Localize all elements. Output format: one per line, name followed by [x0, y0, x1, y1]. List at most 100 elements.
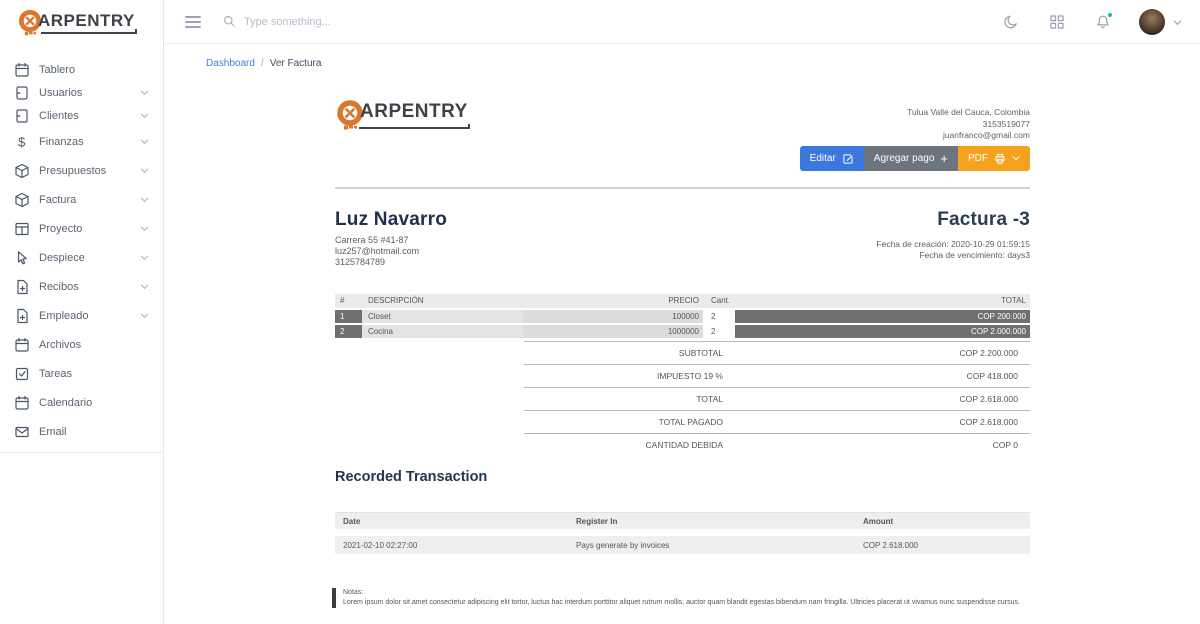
table-row: 1 Closet 100000 2 COP 200.000 [335, 310, 1030, 323]
sidebar-item-label: Despiece [39, 251, 85, 264]
invoice-due-date: Fecha de vencimiento: days3 [919, 250, 1030, 260]
chevron-down-icon [140, 196, 149, 203]
svg-text:$: $ [18, 134, 26, 149]
edit-button[interactable]: Editar [799, 146, 864, 171]
printer-icon [995, 153, 1005, 164]
table-row: 2021-02-10 02:27:00 Pays generate by inv… [335, 536, 1030, 554]
sidebar-item-label: Recibos [39, 280, 79, 293]
sidebar-item-tablero[interactable]: Tablero [0, 58, 163, 81]
calendar-icon [14, 337, 30, 353]
invoice-company-logo: ARPENTRY [335, 98, 470, 139]
items-header-row: # DESCRIPCIÓN PRECIO Cant. TOTAL [335, 294, 1030, 308]
transactions-header-row: Date Register In Amount [335, 512, 1030, 529]
company-phone: 3153519077 [982, 118, 1030, 129]
company-address: Tulua Valle del Cauca, Colombia [907, 107, 1030, 117]
client-name: Luz Navarro [335, 209, 448, 230]
chevron-down-icon [140, 138, 149, 145]
sidebar-item-tareas[interactable]: Tareas [0, 359, 163, 388]
add-payment-button[interactable]: Agregar pago [863, 146, 958, 171]
notes-label: Notas: [343, 589, 364, 596]
breadcrumb: Dashboard / Ver Factura [206, 58, 322, 69]
sidebar-item-factura[interactable]: Factura [0, 185, 163, 214]
invoice-title: Factura -3 [937, 209, 1030, 230]
sidebar-item-label: Usuarios [39, 86, 83, 99]
client-email: luz257@hotmail.com [335, 246, 420, 256]
invoice-notes: Notas: Lorem ipsum dolor sit amet consec… [332, 588, 1020, 608]
notes-text: Lorem ipsum dolor sit amet consectetur a… [343, 599, 1020, 606]
table-row: 2 Cocina 1000000 2 COP 2.000.000 [335, 325, 1030, 338]
sidebar-item-calendario[interactable]: Calendario [0, 388, 163, 417]
breadcrumb-dashboard-link[interactable]: Dashboard [206, 58, 255, 69]
book-icon [14, 108, 30, 124]
brand-logo[interactable]: ARPENTRY [0, 0, 163, 46]
recorded-transaction-heading: Recorded Transaction [335, 469, 488, 485]
user-menu[interactable] [1139, 8, 1182, 35]
chevron-down-icon [140, 112, 149, 119]
sidebar-item-proyecto[interactable]: Proyecto [0, 214, 163, 243]
file-plus-icon [14, 308, 30, 324]
plus-icon [940, 152, 948, 166]
invoice-header-divider [335, 187, 1030, 189]
sidebar-divider [0, 452, 163, 453]
summary-row-tax: IMPUESTO 19 % COP 418.000 [524, 364, 1030, 387]
chevron-down-icon [140, 225, 149, 232]
client-info: Luz Navarro Carrera 55 #41-87 luz257@hot… [335, 209, 447, 268]
cube-icon [14, 192, 30, 208]
topbar [165, 0, 1200, 44]
sidebar: ARPENTRY Tablero Usuarios Clientes $ [0, 0, 164, 624]
sidebar-item-clientes[interactable]: Clientes [0, 104, 163, 127]
sidebar-item-label: Factura [39, 193, 77, 206]
company-info: Tulua Valle del Cauca, Colombia 31535190… [907, 107, 1030, 142]
brand-wordmark: ARPENTRY [360, 101, 468, 122]
sidebar-nav: Tablero Usuarios Clientes $ Finanzas Pre… [0, 46, 163, 446]
main-content: Dashboard / Ver Factura ARPENTRY [165, 44, 1200, 624]
invoice-document: ARPENTRY Tulua Valle del Cauca, Colombia… [332, 44, 1030, 624]
sidebar-item-usuarios[interactable]: Usuarios [0, 81, 163, 104]
chevron-down-icon [140, 283, 149, 290]
avatar [1139, 8, 1165, 35]
sidebar-item-despiece[interactable]: Despiece [0, 243, 163, 272]
summary-row-subtotal: SUBTOTAL COP 2.200.000 [524, 341, 1030, 364]
apps-grid-icon[interactable] [1049, 14, 1065, 30]
breadcrumb-current: Ver Factura [269, 58, 322, 69]
sidebar-item-finanzas[interactable]: $ Finanzas [0, 127, 163, 156]
pdf-button[interactable]: PDF [958, 146, 1030, 171]
sidebar-item-label: Archivos [39, 338, 82, 351]
dollar-icon: $ [14, 134, 30, 150]
topbar-icons [1003, 8, 1182, 35]
summary-row-total: TOTAL COP 2.618.000 [524, 387, 1030, 410]
chevron-down-icon [1012, 153, 1020, 164]
notifications-bell-icon[interactable] [1095, 11, 1113, 30]
sidebar-item-label: Tablero [39, 63, 76, 76]
transactions-table: Date Register In Amount 2021-02-10 02:27… [335, 512, 1030, 554]
dark-mode-moon-icon[interactable] [1003, 14, 1019, 30]
summary-row-due: CANTIDAD DEBIDA COP 0 [524, 433, 1030, 456]
key-ring-icon [18, 9, 42, 36]
check-square-icon [14, 366, 30, 382]
key-shaft [359, 124, 470, 129]
chevron-down-icon [140, 312, 149, 319]
key-ring-icon [337, 100, 363, 130]
edit-pencil-icon [843, 153, 853, 164]
invoice-meta: Factura -3 Fecha de creación: 2020-10-29… [876, 209, 1030, 261]
chevron-down-icon [140, 254, 149, 261]
book-icon [14, 85, 30, 101]
search-input[interactable] [244, 15, 524, 28]
hamburger-menu-icon[interactable] [185, 15, 201, 28]
summary-row-paid: TOTAL PAGADO COP 2.618.000 [524, 410, 1030, 433]
table-icon [14, 221, 30, 237]
sidebar-item-label: Finanzas [39, 135, 84, 148]
sidebar-item-presupuestos[interactable]: Presupuestos [0, 156, 163, 185]
invoice-items-table: # DESCRIPCIÓN PRECIO Cant. TOTAL 1 Close… [335, 294, 1030, 340]
file-plus-icon [14, 279, 30, 295]
sidebar-item-empleado[interactable]: Empleado [0, 301, 163, 330]
sidebar-item-label: Proyecto [39, 222, 83, 235]
invoice-created-date: Fecha de creación: 2020-10-29 01:59:15 [876, 239, 1030, 249]
sidebar-item-email[interactable]: Email [0, 417, 163, 446]
sidebar-item-recibos[interactable]: Recibos [0, 272, 163, 301]
sidebar-item-label: Tareas [39, 367, 73, 380]
mail-icon [14, 424, 30, 440]
sidebar-item-label: Presupuestos [39, 164, 107, 177]
sidebar-item-archivos[interactable]: Archivos [0, 330, 163, 359]
